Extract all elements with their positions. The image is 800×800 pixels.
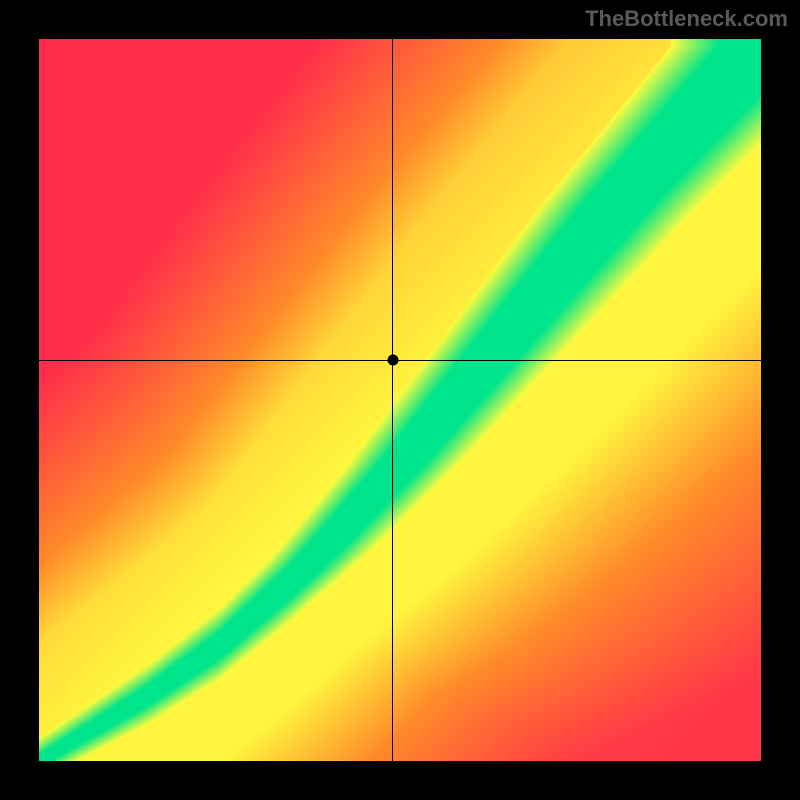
- crosshair-horizontal: [39, 360, 761, 361]
- chart-container: TheBottleneck.com: [0, 0, 800, 800]
- plot-area: [39, 39, 761, 761]
- heatmap-canvas: [39, 39, 761, 761]
- crosshair-marker: [387, 355, 398, 366]
- watermark-text: TheBottleneck.com: [585, 6, 788, 32]
- crosshair-vertical: [392, 39, 393, 761]
